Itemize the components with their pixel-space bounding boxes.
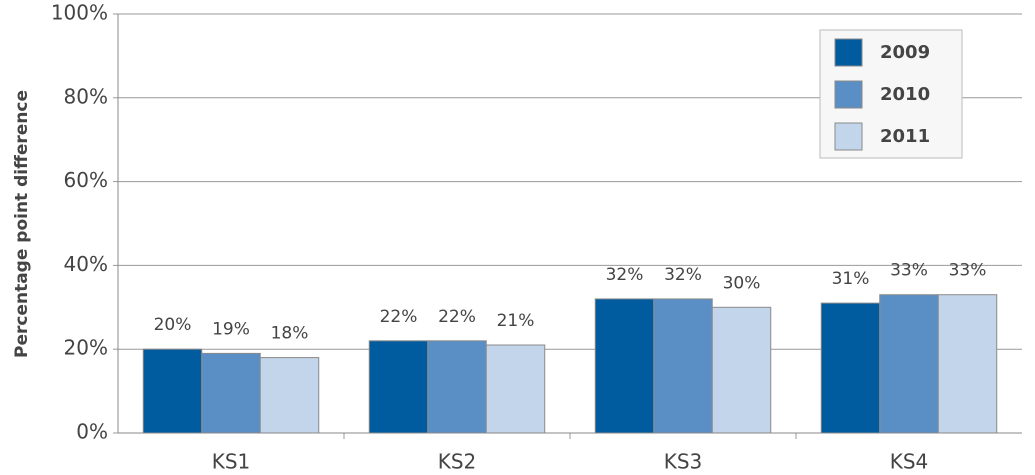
bar [820,302,881,434]
legend-label: 2010 [880,84,930,105]
bar [879,294,939,434]
x-tick-label: KS1 [212,450,251,474]
bar [201,352,261,434]
legend-swatch [834,122,863,151]
bar [259,357,320,434]
value-label: 19% [212,319,250,339]
value-label: 32% [606,265,644,285]
y-tick-label: 100% [51,1,108,25]
value-label: 33% [949,261,987,281]
bar [485,344,546,434]
bar [711,306,772,434]
legend-swatch [834,80,863,109]
bar [142,348,203,434]
x-tick-label: KS2 [438,450,477,474]
y-axis-label: Percentage point difference [12,90,32,358]
bar [427,340,487,434]
y-tick-label: 80% [64,84,108,108]
bar [594,298,655,434]
value-label: 32% [664,265,702,285]
legend-label: 2011 [880,126,930,147]
bar [937,294,998,434]
y-tick-label: 40% [64,252,108,276]
value-label: 20% [154,315,192,335]
legend-swatch [834,38,863,67]
bar [368,340,429,434]
x-tick-label: KS4 [890,450,929,474]
value-label: 21% [497,311,535,331]
y-tick-label: 60% [64,168,108,192]
value-label: 31% [832,269,870,289]
legend-label: 2009 [880,42,930,63]
y-tick-label: 0% [76,420,108,444]
value-label: 18% [271,324,309,344]
y-tick-label: 20% [64,336,108,360]
x-tick-label: KS3 [664,450,703,474]
bar [653,298,713,434]
value-label: 22% [380,307,418,327]
value-label: 22% [438,307,476,327]
value-label: 33% [890,261,928,281]
value-label: 30% [723,273,761,293]
